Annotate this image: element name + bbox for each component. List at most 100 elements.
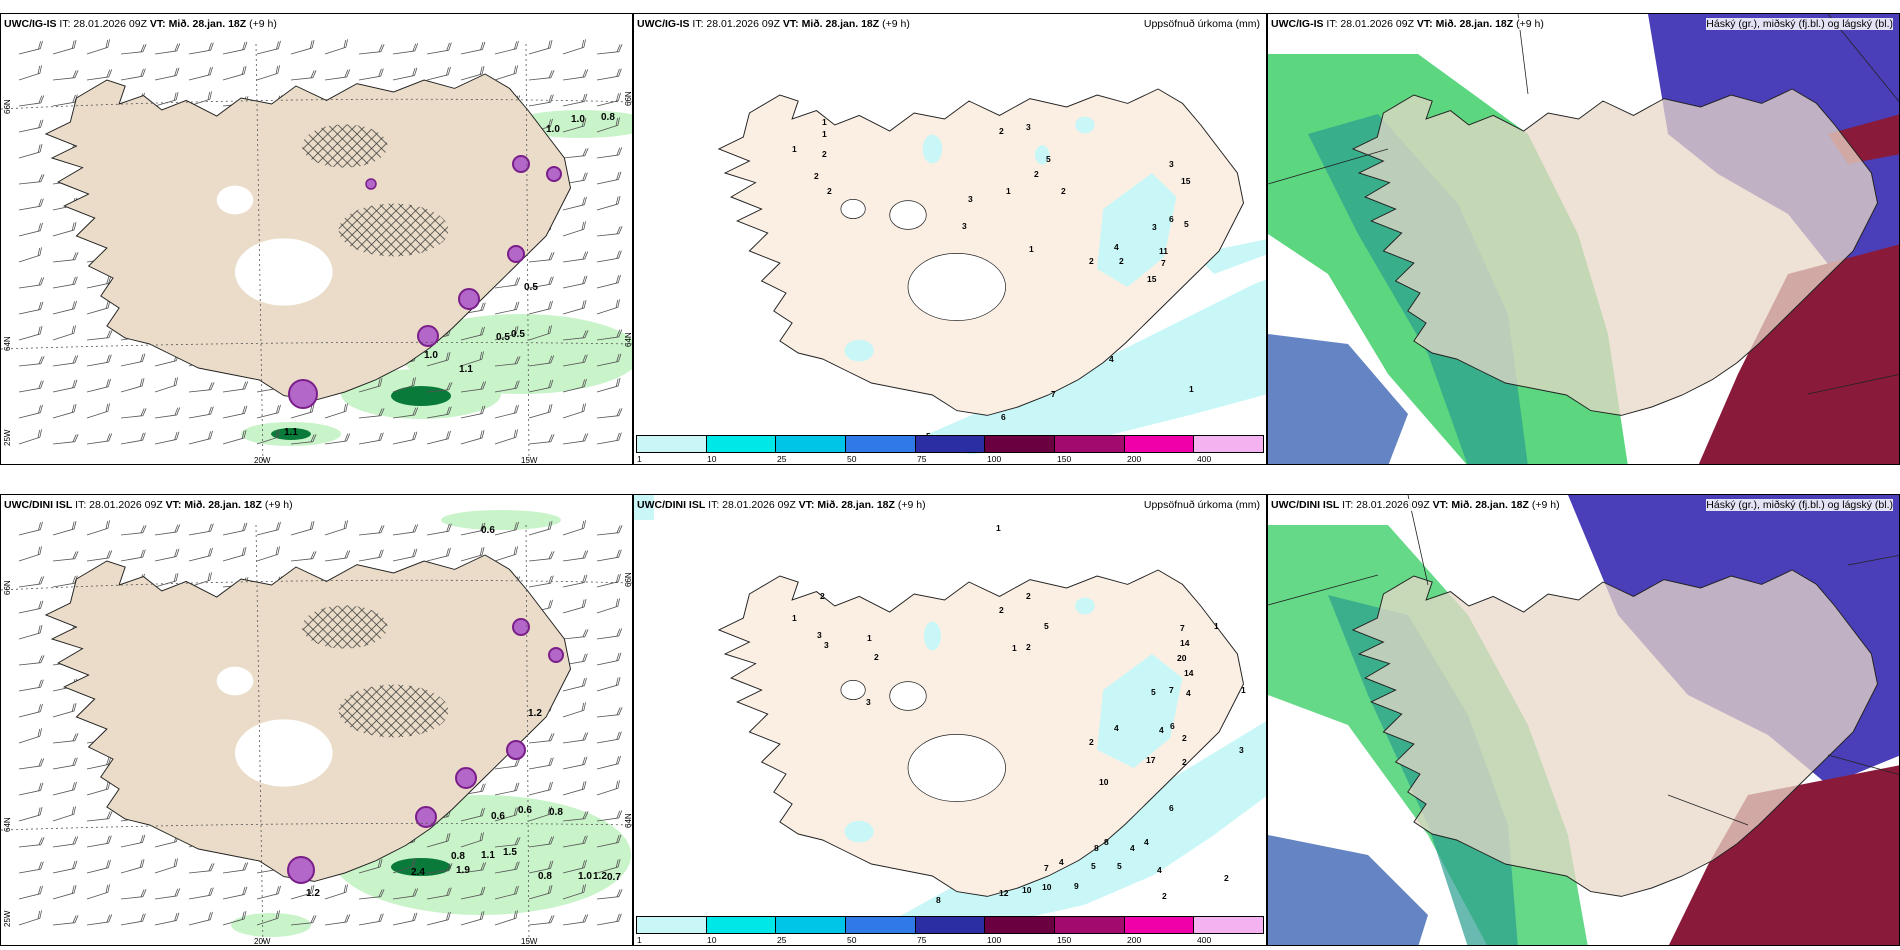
map-label: 1.0 [571,114,585,125]
wind-barb [18,247,42,263]
wind-barb [460,862,487,874]
legend-tick-label: 150 [1057,935,1072,945]
map-label: 20 [1177,653,1187,663]
wind-barb [86,520,110,536]
map-label: 0.8 [538,871,552,882]
wind-barb [392,407,419,419]
wind-barb [86,914,113,926]
wind-barb [290,70,317,81]
map-label: 9 [1074,881,1079,891]
legend-tick-label: 25 [777,454,787,464]
wind-barb [290,551,317,562]
wind-barb [52,379,78,393]
wind-barb [596,68,622,81]
panel-header: UWC/IG-IS IT: 28.01.2026 09Z VT: Mið. 28… [637,18,910,30]
wind-barb [562,118,587,133]
map-label: 15 [1181,176,1191,186]
wind-barb [392,377,416,393]
wind-barb [596,250,622,263]
wind-barb [562,781,587,796]
wind-barb [562,702,586,718]
wind-barb [596,889,623,900]
wind-barb [18,758,45,770]
wind-barb [52,733,79,744]
wind-barb [596,92,621,107]
wind-barb [528,915,555,926]
legend-swatch [706,917,777,933]
axis-lat-label: 64N [624,813,633,828]
wind-barb [52,300,77,315]
panel-wind-bottom: UWC/DINI ISL IT: 28.01.2026 09Z VT: Mið.… [0,494,633,946]
wind-barb [86,550,113,562]
wind-barb [86,884,110,900]
map-label: 1 [822,117,827,127]
wind-barb [562,196,587,211]
wind-barb [358,408,385,419]
wind-barb [460,886,486,900]
wind-barb [154,573,179,588]
wind-barb [528,40,553,55]
wind-barb [188,523,214,536]
wind-barb [596,171,622,185]
wind-barb [18,95,45,107]
map-label: 0.5 [496,332,510,343]
wind-barb [18,728,42,744]
wind-barb [120,549,146,562]
wind-barb [188,863,215,874]
map-label: 4 [1059,857,1064,867]
map-label: 1 [822,129,827,139]
legend-swatch [637,436,707,452]
wind-barb [18,65,42,81]
wind-barb [18,546,42,562]
wind-barb [256,546,280,562]
wind-barb [154,377,178,393]
map-label: 4 [1130,843,1135,853]
legend-tick-label: 100 [987,935,1002,945]
map-label: 1 [867,633,872,643]
wind-barb [426,547,451,562]
wind-barb [18,910,42,926]
map-label: 0.6 [518,805,532,816]
wind-barb [290,434,317,445]
map-label: 8 [1104,837,1109,847]
wind-barb [120,859,145,874]
wind-barb [120,432,146,445]
wind-barb [460,326,485,341]
map-label: 3 [1169,159,1174,169]
map-label: 2 [1224,873,1229,883]
wind-barb [392,524,419,536]
axis-lat-label: 64N [3,817,12,832]
wind-barb [188,887,214,900]
wind-barb [358,859,383,874]
wind-barb [86,433,113,445]
wind-barb [154,548,180,562]
wind-barb [256,404,281,419]
wind-barb [596,652,622,666]
wind-barb [154,407,181,419]
wind-barb [86,354,112,367]
wind-barb [528,885,553,900]
wind-barb [18,404,43,419]
wind-barb [256,40,281,55]
wind-barb [596,274,621,289]
map-label: 1 [1012,643,1017,653]
wind-barb [52,806,76,822]
panel-precip-top: UWC/IG-IS IT: 28.01.2026 09Z VT: Mið. 28… [633,13,1267,465]
wind-barb [494,326,519,341]
map-label: 1.2 [528,708,542,719]
map-label: 0.6 [481,525,495,536]
map-label: 0.8 [549,807,563,818]
wind-barb [562,275,588,289]
wind-barb [596,780,620,796]
legend-tick-label: 400 [1197,935,1212,945]
wind-barb [222,430,247,445]
map-label: 10 [1022,885,1032,895]
wind-barb [596,707,623,718]
map-label: 3 [824,640,829,650]
map-label: 2 [1182,757,1187,767]
map-label: 7 [1161,258,1166,268]
wind-barb [426,887,452,900]
wind-barb [358,432,384,445]
wind-barb [562,148,589,159]
wind-barb [324,39,348,55]
